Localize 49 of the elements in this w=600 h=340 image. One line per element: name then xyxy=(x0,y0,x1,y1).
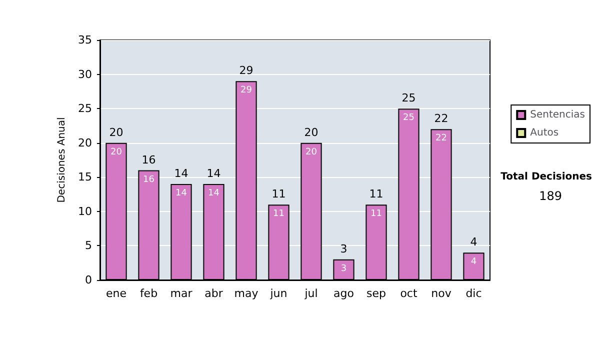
x-tick-label: feb xyxy=(140,287,158,300)
y-tick-label: 15 xyxy=(78,170,92,184)
y-tick-label: 25 xyxy=(78,102,92,116)
total-label: 16 xyxy=(142,153,156,166)
y-tick-label: 5 xyxy=(85,239,92,252)
y-tick-label: 30 xyxy=(78,68,92,81)
data-label: 4 xyxy=(470,257,477,268)
total-label: 14 xyxy=(174,167,188,180)
y-tick-label: 20 xyxy=(78,136,92,150)
total-label: 22 xyxy=(434,112,448,126)
data-label: 14 xyxy=(208,188,220,198)
data-label: 29 xyxy=(240,86,252,96)
x-tick-label: ene xyxy=(106,287,127,300)
x-tick-label: may xyxy=(234,287,259,300)
x-tick-label: jun xyxy=(269,287,288,300)
data-label: 22 xyxy=(436,134,447,144)
total-label: 11 xyxy=(272,188,286,201)
data-label: 11 xyxy=(273,209,284,220)
y-tick-label: 0 xyxy=(85,274,92,286)
legend-label: Sentencias xyxy=(530,110,586,120)
x-tick-label: abr xyxy=(204,287,224,300)
x-tick-label: oct xyxy=(400,287,418,300)
total-label: 3 xyxy=(340,242,348,256)
data-label: 20 xyxy=(110,147,122,158)
total-label: 11 xyxy=(369,188,384,201)
data-label: 20 xyxy=(306,147,318,158)
total-label: 14 xyxy=(206,167,221,180)
data-label: 25 xyxy=(403,113,414,124)
x-tick-label: mar xyxy=(170,287,193,300)
total-label: 29 xyxy=(239,64,254,78)
y-axis-title: Decisiones Anual xyxy=(56,117,68,203)
data-label: 14 xyxy=(176,188,188,198)
data-label: 3 xyxy=(340,264,347,274)
x-tick-label: dic xyxy=(466,287,482,300)
total-label: 20 xyxy=(109,126,124,139)
x-tick-label: ago xyxy=(334,287,354,300)
legend-label: Autos xyxy=(530,128,559,138)
total-label: 25 xyxy=(402,92,416,105)
y-tick-label: 10 xyxy=(78,204,92,218)
x-tick-label: sep xyxy=(366,287,386,300)
total-label: 4 xyxy=(470,236,478,249)
total-label: 20 xyxy=(304,126,318,139)
x-tick-label: jul xyxy=(304,287,318,300)
data-label: 16 xyxy=(143,174,155,185)
text: Total Decisiones xyxy=(500,172,592,182)
data-label: 11 xyxy=(370,209,382,220)
text: 189 xyxy=(539,189,562,203)
y-tick-label: 35 xyxy=(78,34,92,46)
x-tick-label: nov xyxy=(431,287,452,300)
